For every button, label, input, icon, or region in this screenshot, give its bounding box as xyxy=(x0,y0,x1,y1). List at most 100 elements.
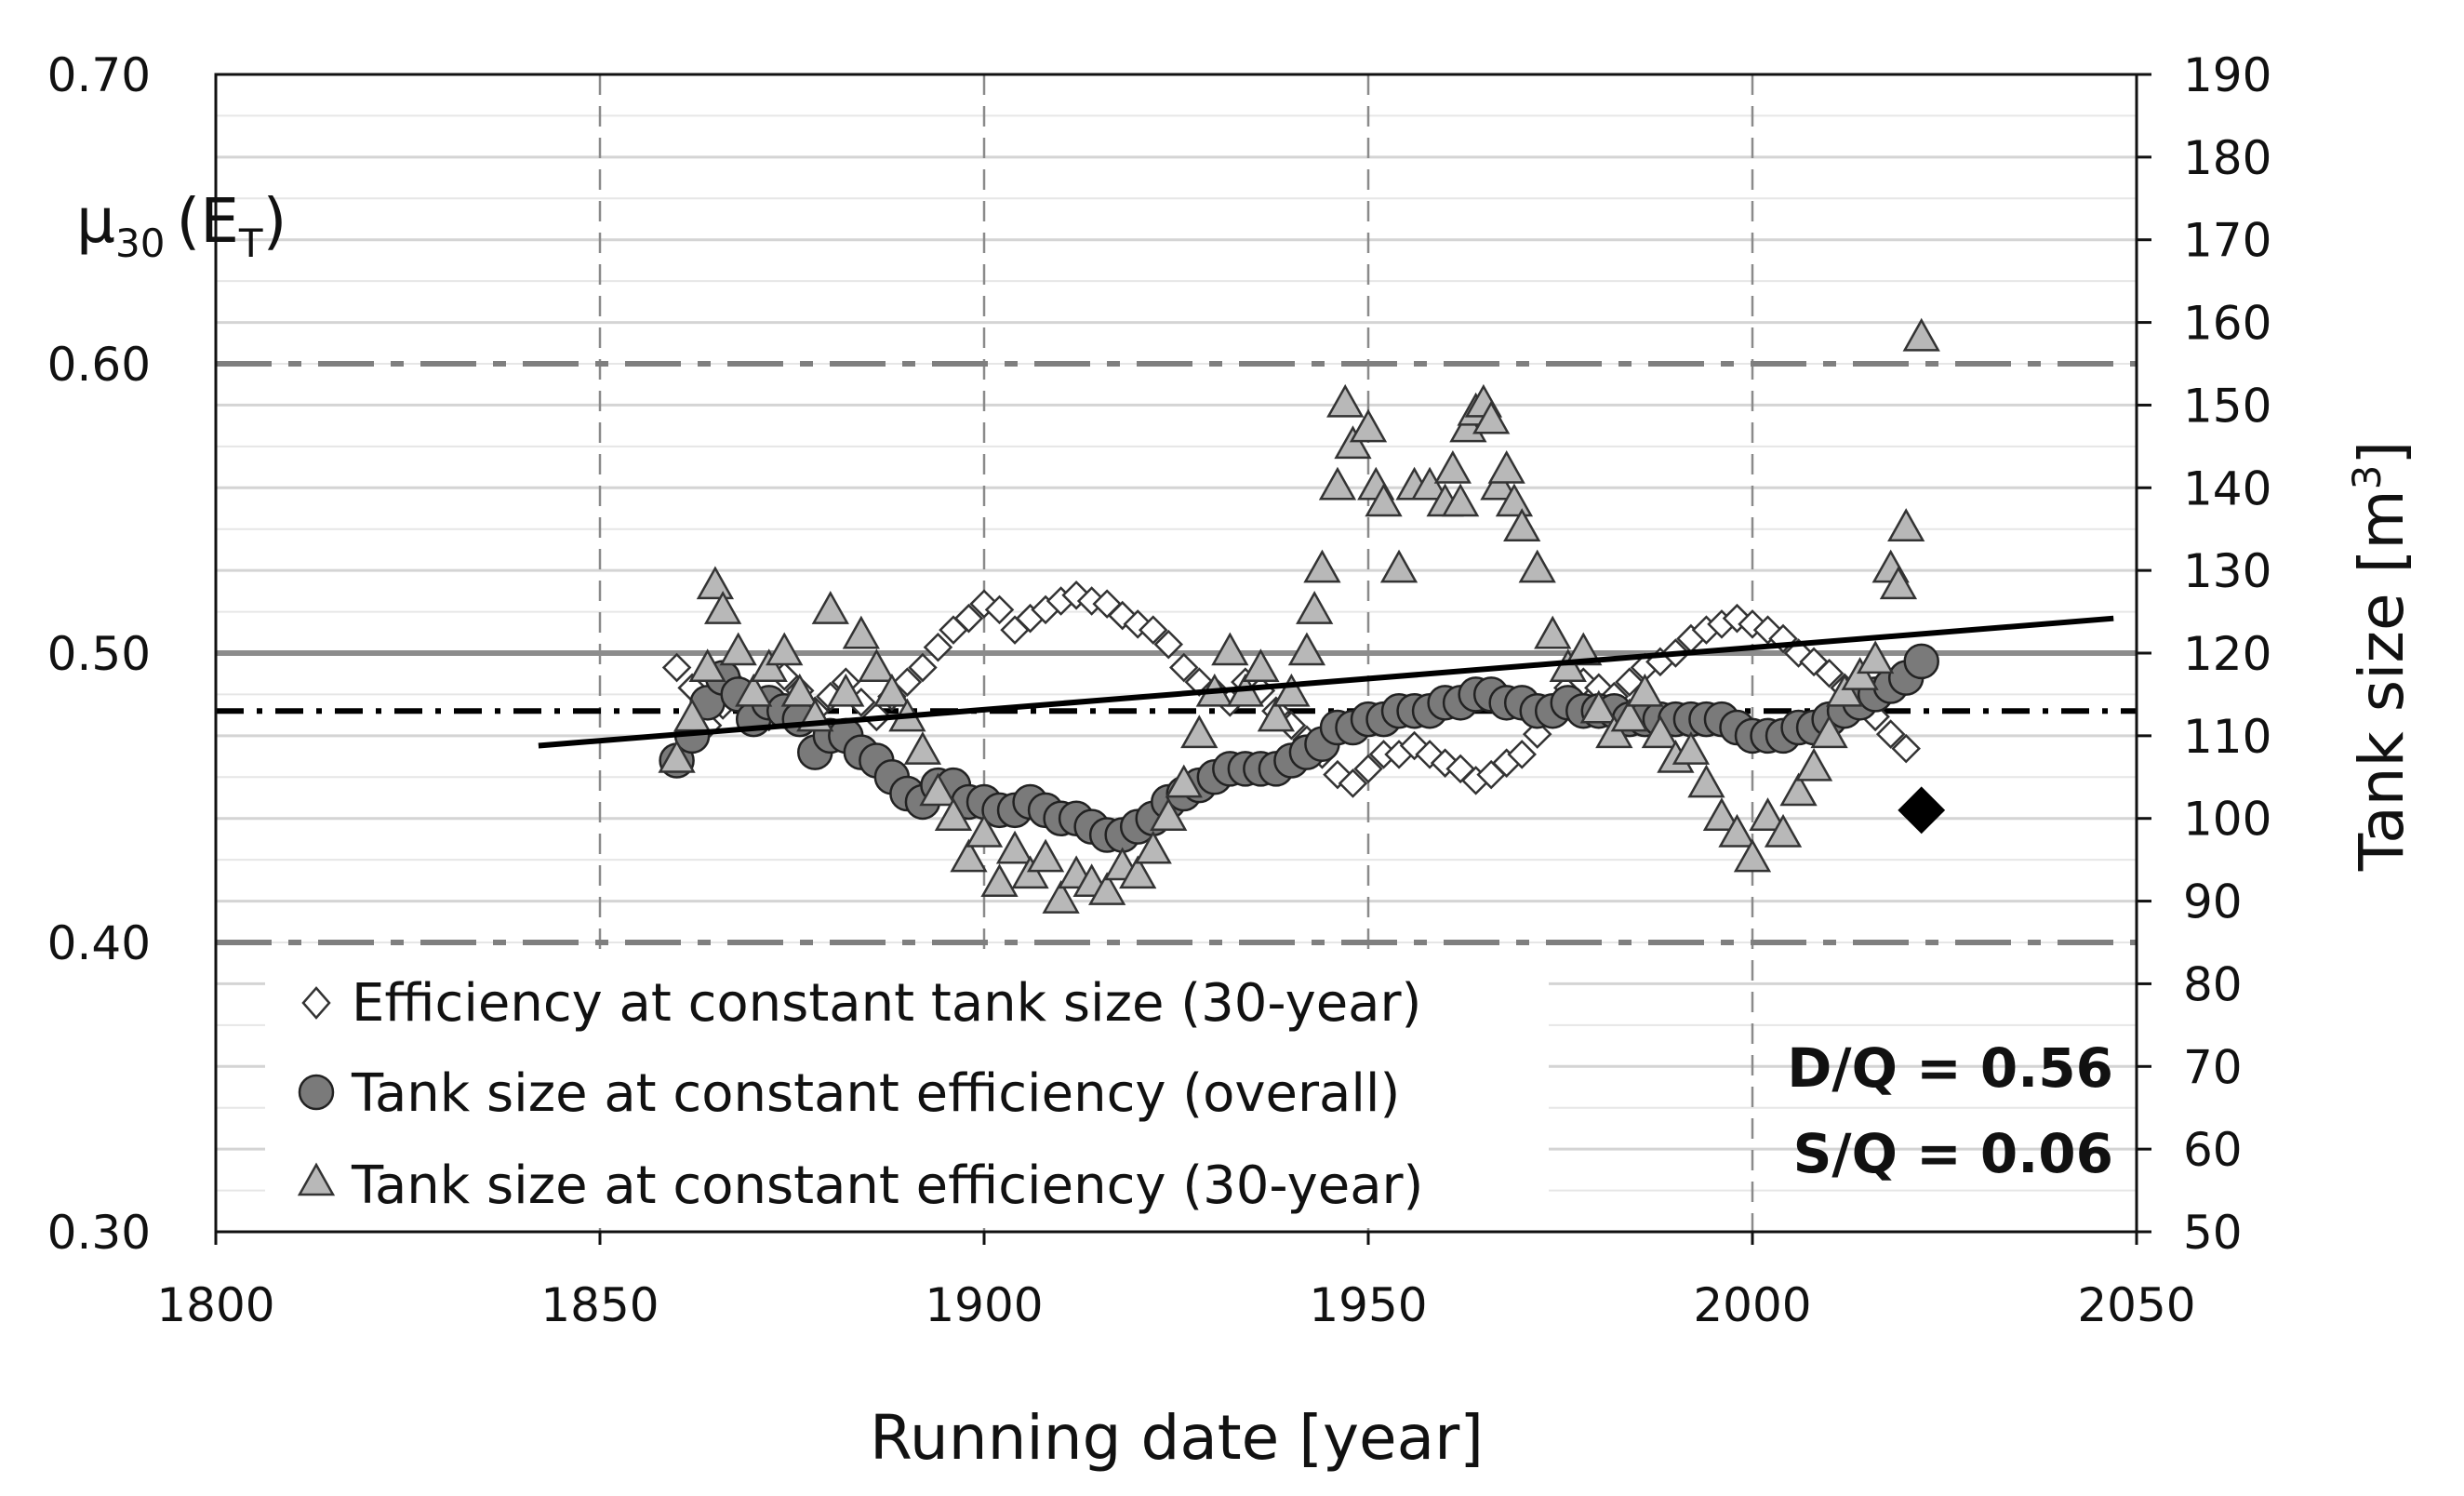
point-triangle xyxy=(1257,698,1296,732)
y-right-ticks: 50 60 70 80 90 100 110 120 130 140 150 160 170 180 190 xyxy=(2137,48,2271,1260)
x-tick-label-1800: 1800 xyxy=(156,1278,274,1332)
y-left-tick-label-0.40: 0.40 xyxy=(47,916,151,970)
y-right-tick-label-90: 90 xyxy=(2183,875,2243,929)
point-triangle xyxy=(780,673,819,707)
point-triangle xyxy=(1879,566,1918,600)
point-triangle xyxy=(1026,838,1065,873)
point-triangle xyxy=(903,731,942,765)
legend-marker-circle xyxy=(298,1074,335,1111)
point-triangle xyxy=(1134,830,1172,864)
point-triangle xyxy=(1242,648,1280,683)
point-triangle xyxy=(811,591,849,624)
point-triangle xyxy=(1595,715,1633,749)
series-triangle-layer xyxy=(658,317,1940,914)
point-triangle xyxy=(658,739,696,773)
point-triangle xyxy=(1579,689,1618,724)
point-triangle xyxy=(1565,632,1603,666)
legend-label-triangle: Tank size at constant efficiency (30-yea… xyxy=(351,1155,1423,1216)
point-triangle xyxy=(1303,549,1341,583)
point-triangle xyxy=(1165,764,1203,798)
legend-box xyxy=(265,958,1549,1228)
y-left-tick-label-0.70: 0.70 xyxy=(47,48,151,102)
x-tick-label-1850: 1850 xyxy=(540,1278,659,1332)
point-triangle xyxy=(735,673,773,707)
x-tick-label-2050: 2050 xyxy=(2077,1278,2195,1332)
point-diamond xyxy=(1153,629,1184,660)
point-triangle xyxy=(1825,673,1864,707)
point-triangle xyxy=(1334,425,1372,460)
point-circle xyxy=(1903,643,1939,680)
point-diamond xyxy=(908,652,938,683)
y-left-title-mu-sub: 30 xyxy=(115,220,165,266)
point-triangle xyxy=(842,615,880,649)
point-triangle xyxy=(995,830,1034,864)
point-triangle xyxy=(1326,383,1365,418)
point-triangle xyxy=(1733,838,1772,873)
point-triangle xyxy=(704,591,742,624)
annotation-dq: D/Q = 0.56 xyxy=(1787,1036,2113,1100)
y-right-tick-label-50: 50 xyxy=(2183,1206,2243,1260)
point-triangle xyxy=(1687,764,1725,798)
point-triangle xyxy=(1779,772,1818,807)
point-diamond xyxy=(1814,659,1845,688)
point-triangle xyxy=(1119,855,1157,889)
point-triangle xyxy=(1887,508,1925,541)
point-triangle xyxy=(1495,483,1534,517)
point-triangle xyxy=(858,648,896,683)
trend-layer xyxy=(538,615,2114,835)
point-triangle xyxy=(1610,698,1648,732)
y-left-tick-label-0.60: 0.60 xyxy=(47,338,151,392)
point-triangle xyxy=(919,772,957,807)
point-triangle xyxy=(1211,632,1249,666)
point-diamond xyxy=(1353,754,1383,784)
point-single-diamond xyxy=(1898,786,1946,835)
x-tick-label-1900: 1900 xyxy=(925,1278,1043,1332)
x-tick-label-2000: 2000 xyxy=(1693,1278,1811,1332)
legend-label-diamond: Efficiency at constant tank size (30-yea… xyxy=(352,973,1421,1034)
point-triangle xyxy=(1272,673,1311,707)
point-triangle xyxy=(1626,673,1664,707)
x-tick-label-1950: 1950 xyxy=(1309,1278,1427,1332)
point-triangle xyxy=(1011,855,1049,889)
point-diamond xyxy=(984,594,1015,625)
legend-marker-diamond xyxy=(301,986,331,1020)
y-right-tick-label-110: 110 xyxy=(2183,710,2271,764)
point-triangle xyxy=(1487,449,1525,484)
point-diamond xyxy=(1138,615,1168,645)
y-right-tick-label-170: 170 xyxy=(2183,214,2271,268)
point-diamond xyxy=(1615,667,1645,697)
point-triangle xyxy=(696,566,735,600)
legend-label-circle: Tank size at constant efficiency (overal… xyxy=(351,1063,1400,1124)
point-triangle xyxy=(872,673,912,707)
point-diamond xyxy=(1507,740,1537,769)
y-left-title-mu: μ xyxy=(76,185,115,257)
legend: Efficiency at constant tank size (30-yea… xyxy=(265,958,1549,1228)
point-triangle xyxy=(1641,715,1680,749)
y-left-title-e-sub: T xyxy=(238,220,263,266)
legend-marker-triangle xyxy=(297,1162,336,1196)
point-triangle xyxy=(1287,632,1326,666)
point-triangle xyxy=(1749,797,1787,831)
point-diamond xyxy=(953,603,984,634)
point-diamond xyxy=(661,652,692,683)
point-diamond xyxy=(1168,652,1199,683)
point-triangle xyxy=(750,648,788,683)
y-right-tick-label-100: 100 xyxy=(2183,793,2271,847)
reference-lines-layer xyxy=(216,361,2137,945)
y-right-tick-label-180: 180 xyxy=(2183,131,2271,185)
point-diamond xyxy=(1891,733,1921,764)
point-triangle xyxy=(1349,408,1388,443)
point-triangle xyxy=(950,838,988,873)
point-triangle xyxy=(1088,872,1126,905)
point-triangle xyxy=(1810,715,1848,749)
y-right-tick-label-140: 140 xyxy=(2183,461,2271,515)
point-diamond xyxy=(1875,719,1906,749)
y-right-tick-label-70: 70 xyxy=(2183,1040,2243,1094)
y-right-title-main: Tank size [m xyxy=(2346,489,2417,872)
point-triangle xyxy=(1902,317,1940,352)
point-triangle xyxy=(1318,466,1357,501)
y-left-tick-label-0.50: 0.50 xyxy=(47,627,151,681)
trend-line xyxy=(538,615,2114,749)
point-diamond xyxy=(892,667,923,697)
